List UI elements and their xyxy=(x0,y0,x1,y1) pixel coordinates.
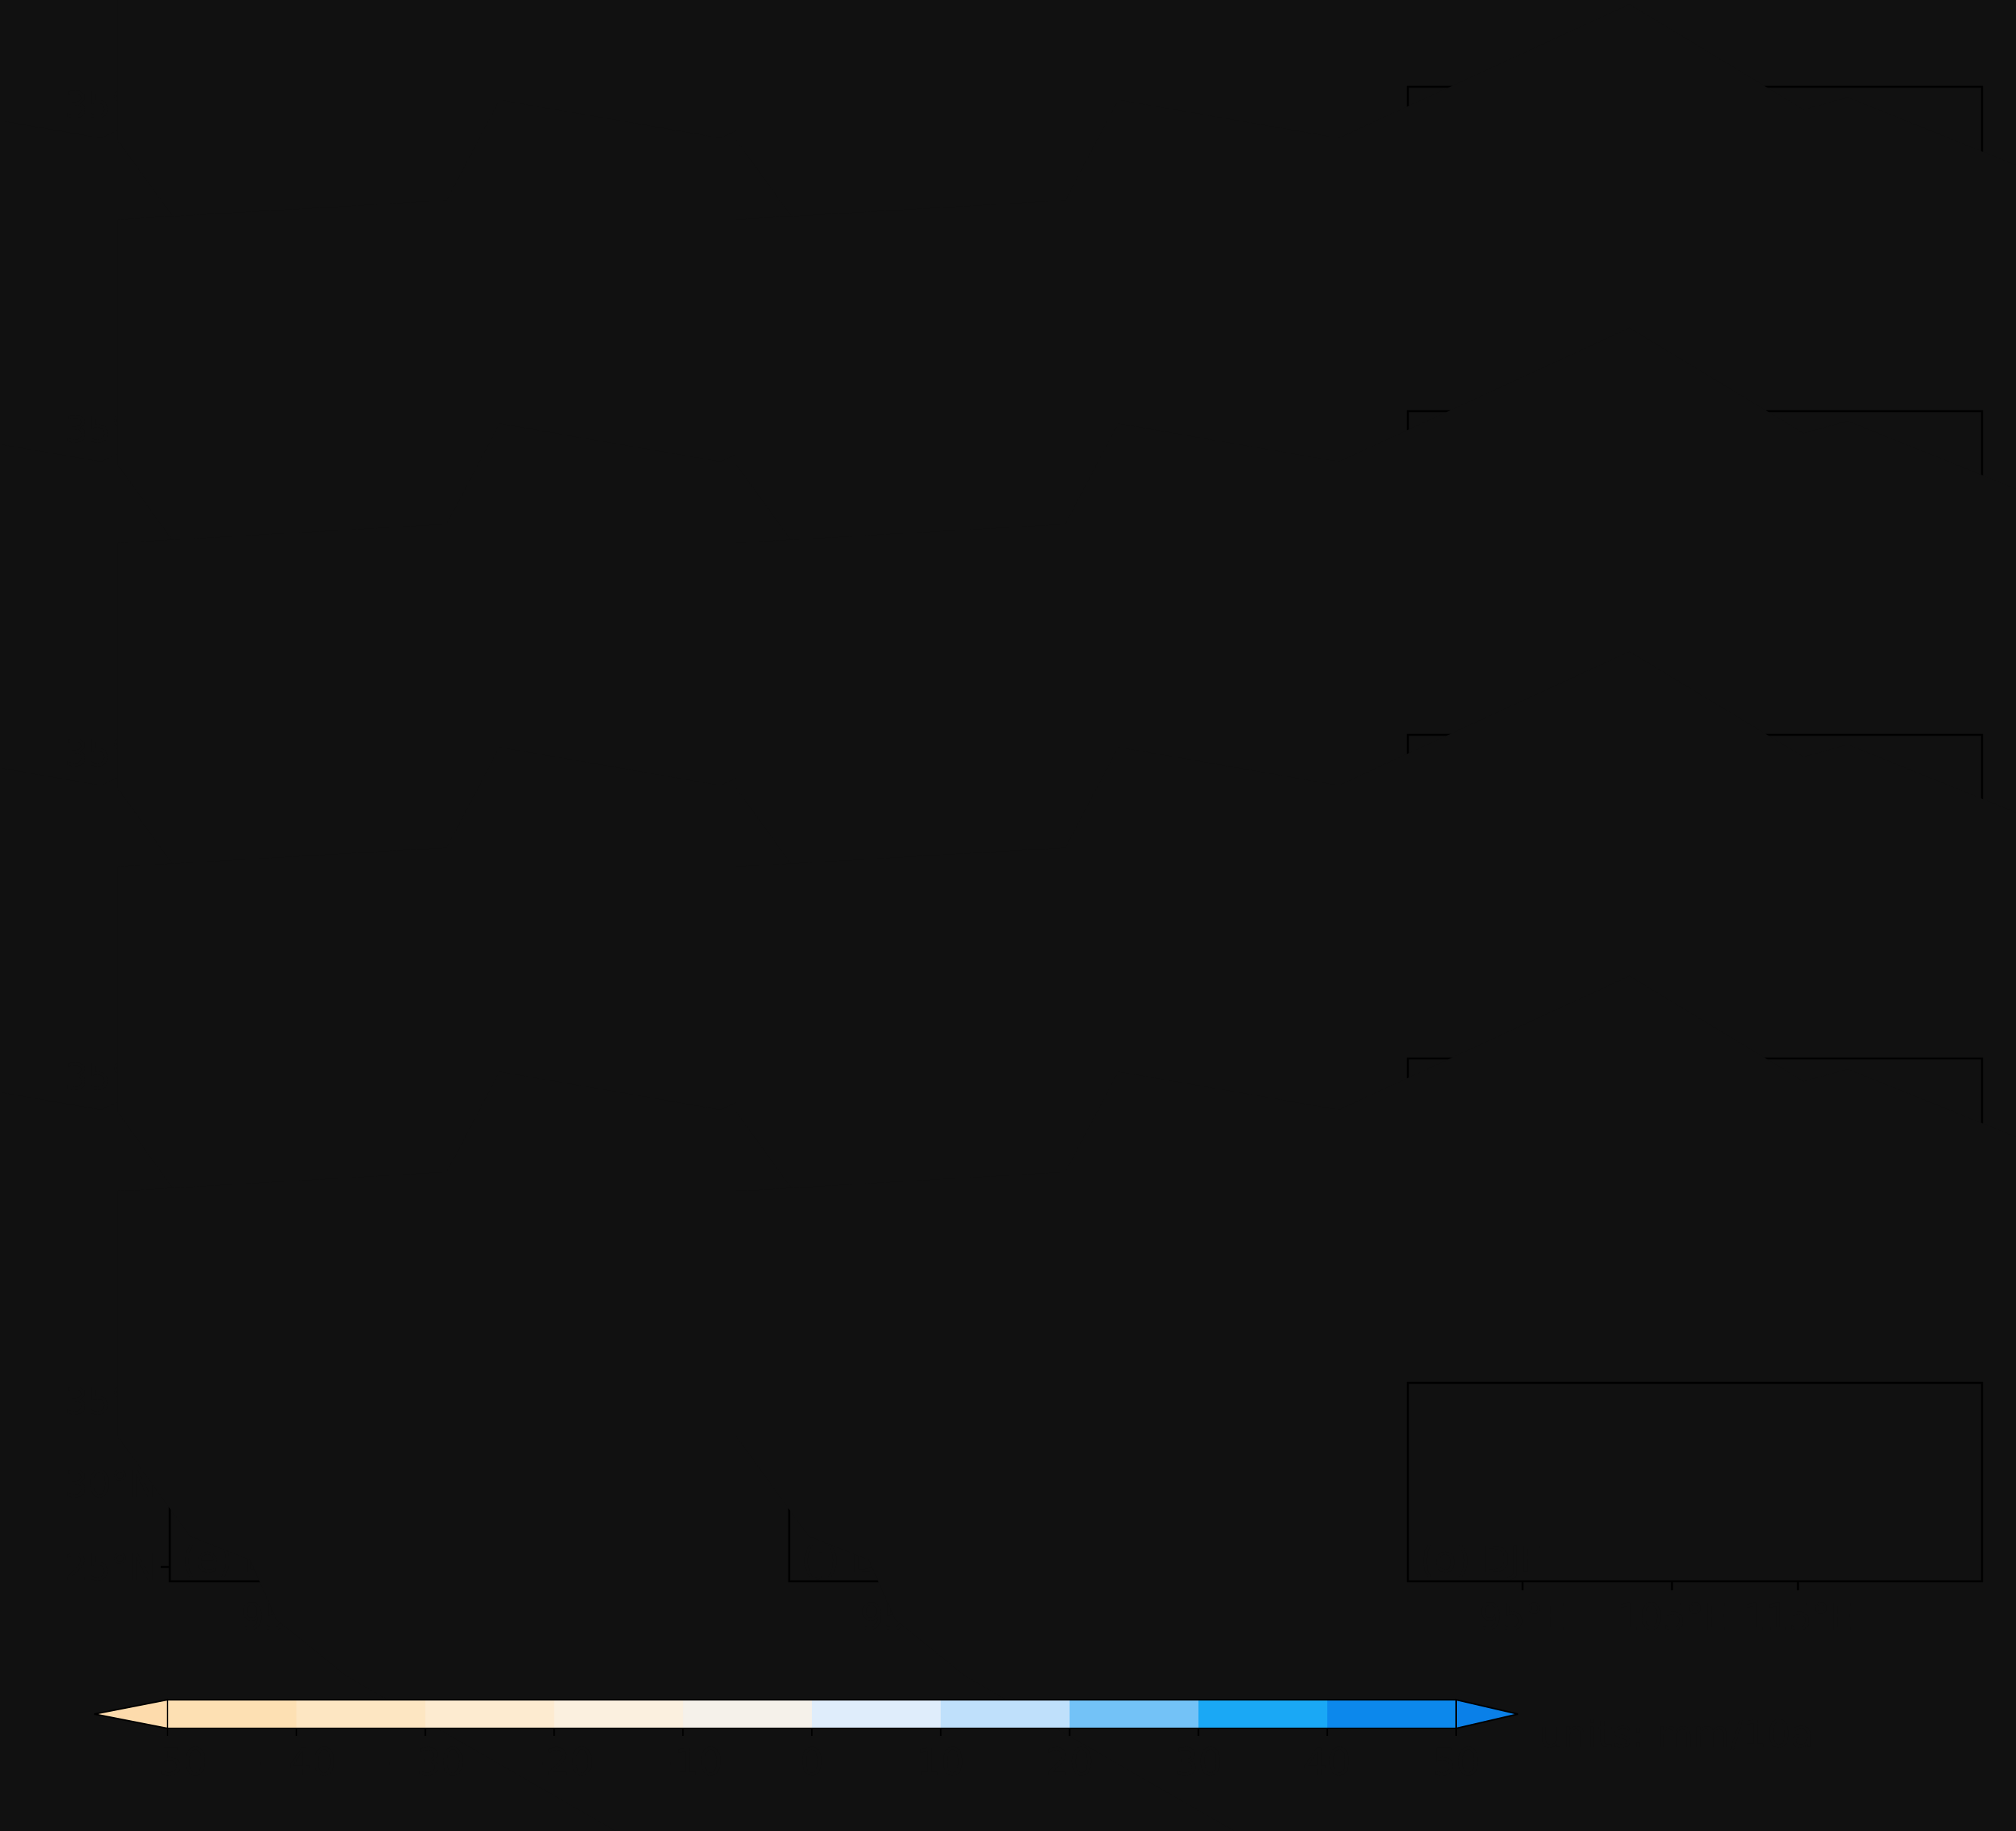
colorbar-tick-label: −50 xyxy=(128,1740,207,1784)
colorbar-tick-label: 20 xyxy=(1046,1740,1094,1784)
colorbar-tick-label: −20 xyxy=(515,1740,595,1784)
colorbar-segment xyxy=(1327,1700,1457,1728)
colorbar-tick-label: 10 xyxy=(917,1740,965,1784)
colorbar-segment xyxy=(554,1700,684,1728)
lat-tick-label: 30°N xyxy=(65,1464,156,1506)
colorbar-segment xyxy=(167,1700,297,1728)
colorbar-segment xyxy=(683,1700,813,1728)
panel-pw-djf: (o) DJF 95°E 105°E 115°E xyxy=(1408,1383,1982,1639)
colorbar-tick-label: −30 xyxy=(386,1740,466,1784)
colorbar-tick-label: 40 xyxy=(1303,1740,1351,1784)
colorbar-segment xyxy=(425,1700,555,1728)
colorbar-tick-label: −10 xyxy=(643,1740,723,1784)
colorbar-segment xyxy=(1198,1700,1328,1728)
colorbar-segment xyxy=(1069,1700,1199,1728)
lon-tick-label: 95°E xyxy=(1479,1596,1566,1639)
colorbar-tick-label: 30 xyxy=(1175,1740,1223,1784)
units-label: units: mm/10a xyxy=(1539,1713,1814,1756)
colorbar-tick-label: 50 xyxy=(1432,1740,1480,1784)
colorbar-segment xyxy=(812,1700,942,1728)
colorbar-segment xyxy=(940,1700,1071,1728)
lon-tick-label: 105°E xyxy=(1617,1596,1727,1639)
colorbar-tick-label: −40 xyxy=(257,1740,337,1784)
colorbar-segment xyxy=(296,1700,426,1728)
lon-tick-label: 115°E xyxy=(1743,1596,1853,1639)
colorbar-tick-label: 0 xyxy=(800,1740,824,1784)
panel-label: (o) DJF xyxy=(1420,1539,1541,1581)
lat-tick-label: 25°N xyxy=(65,1547,156,1589)
colorbar: −50 −40 −30 −20 −10 0 10 20 30 40 50 units: mm/10a xyxy=(94,1698,1814,1784)
panel-frame xyxy=(1406,1381,1984,1583)
